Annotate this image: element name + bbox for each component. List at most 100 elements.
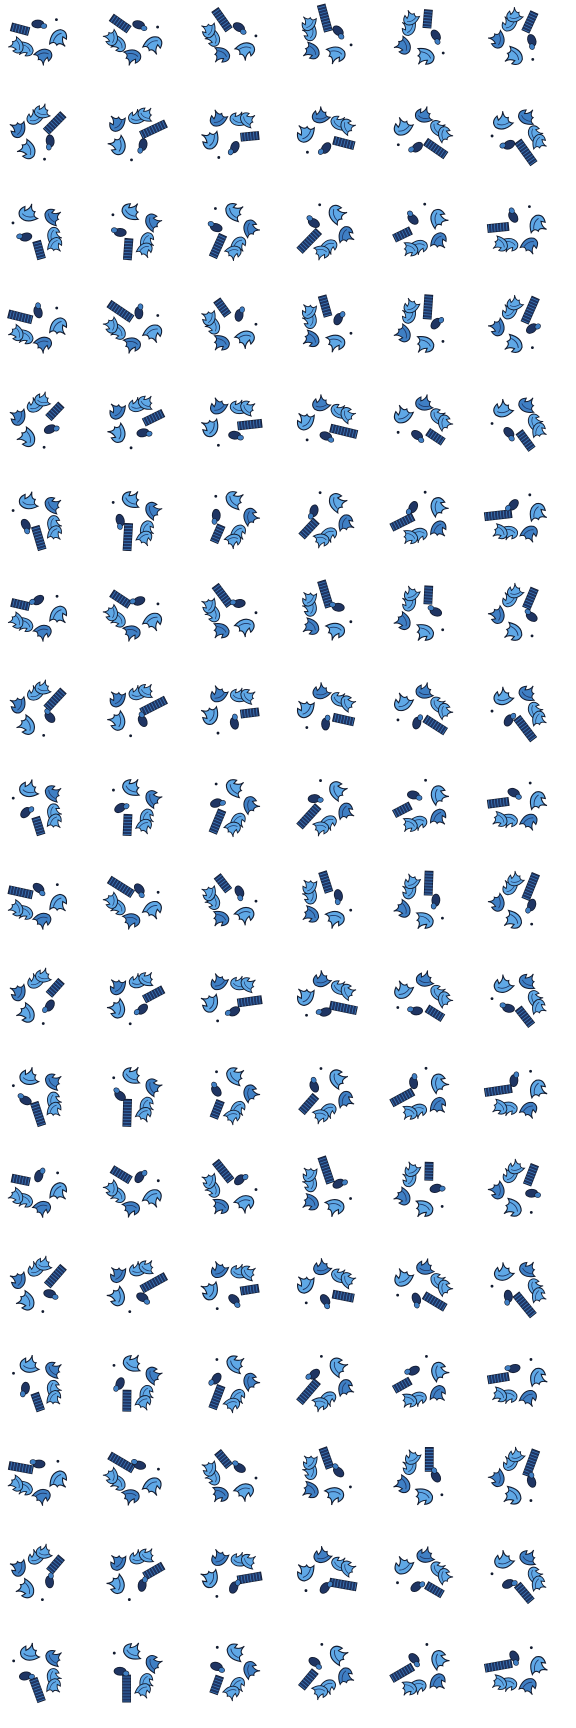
striped-block [520,295,540,325]
leaf-shape [414,106,434,123]
leaf-shape [312,533,330,549]
frame-cell [112,1642,163,1703]
frame-cell [209,491,261,550]
leaf-shape [404,1161,422,1177]
leaf-shape [313,1546,334,1564]
frame-cell [393,870,444,930]
striped-block [389,1662,416,1683]
frame-cell [487,582,539,641]
striped-block [486,797,510,809]
dot [156,314,160,317]
leaf-shape [106,997,126,1019]
striped-block [328,1577,358,1592]
frame-cell [9,1255,67,1313]
striped-block [316,3,333,33]
leaf-shape [135,530,153,547]
leaf-shape [394,980,415,999]
leaf-shape [415,912,434,930]
leaf-shape [122,778,141,796]
leaf-shape [222,1397,241,1414]
leaf-shape [226,1355,245,1375]
leaf-shape [35,1543,54,1559]
frame-cell [487,1446,541,1505]
striped-block [331,1289,355,1303]
leaf-shape [34,679,52,695]
dot [529,1358,533,1361]
small-cluster [508,207,519,223]
small-cluster [29,594,45,606]
frame-cell [394,1258,454,1312]
dot [441,628,445,632]
leaf-shape [403,9,421,26]
frame-cell [483,493,548,543]
leaf-shape [518,973,536,990]
leaf-shape [394,692,415,712]
small-cluster [31,19,48,29]
frame-cell [200,1549,263,1598]
small-cluster [114,802,130,814]
leaf-shape [492,810,508,827]
leaf-shape [302,41,320,60]
leaf-shape [201,130,219,150]
leaf-shape [102,1178,119,1197]
frame-cell [207,203,261,262]
leaf-shape [44,1073,62,1091]
frame-cell [488,6,539,66]
frame-cell [102,589,163,642]
leaf-shape [340,407,357,425]
dot [56,1459,60,1463]
leaf-shape [487,1179,505,1200]
small-cluster [509,1650,520,1666]
frame-cell [296,1355,355,1413]
leaf-shape [338,514,355,533]
leaf-shape [200,705,219,725]
leaf-shape [35,967,53,983]
dot [531,58,535,61]
leaf-shape [45,1649,62,1668]
leaf-shape [138,683,154,698]
dot [111,213,115,217]
leaf-shape [438,126,454,144]
small-cluster [427,605,443,617]
dot [11,221,15,225]
striped-block [213,873,233,894]
leaf-shape [122,337,141,354]
frame-cell [393,1161,446,1218]
striped-block [122,1098,133,1127]
frame-cell [393,294,445,353]
leaf-shape [201,22,216,39]
dot [441,51,445,55]
leaf-shape [302,329,320,348]
dot [128,1022,132,1026]
small-cluster [430,893,441,910]
leaf-shape [518,1390,537,1407]
leaf-shape [507,870,526,887]
small-cluster [34,1167,46,1183]
leaf-shape [232,1483,254,1502]
leaf-shape [492,235,508,252]
leaf-shape [107,421,126,444]
small-cluster [503,1289,513,1306]
leaf-shape [431,1650,450,1672]
dot [129,734,133,738]
small-cluster [499,139,516,150]
leaf-shape [323,1487,345,1506]
frame-cell [296,394,359,443]
leaf-shape [123,1642,142,1660]
leaf-shape [16,1001,35,1023]
leaf-shape [338,226,355,244]
leaf-shape [338,802,355,821]
frame-cell [392,202,449,257]
frame-cell [209,1643,261,1702]
small-cluster [332,1463,345,1478]
dot [254,34,258,38]
dot [215,1358,219,1361]
leaf-shape [430,785,449,807]
striped-block [29,1676,46,1704]
leaf-shape [145,1655,163,1675]
small-cluster [211,1081,222,1097]
small-cluster [232,1460,246,1473]
dot [490,1572,494,1576]
small-cluster [115,513,125,530]
